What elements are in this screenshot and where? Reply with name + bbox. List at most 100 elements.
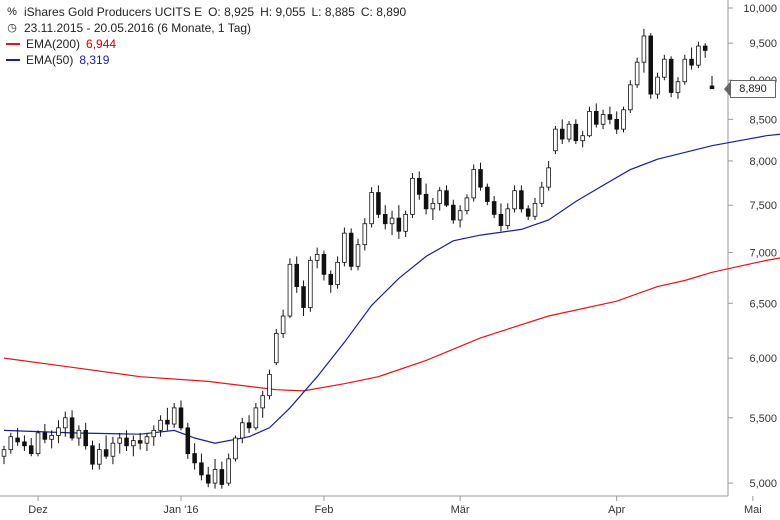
candle-body: [662, 58, 667, 78]
candle: [485, 183, 490, 206]
candle-body: [274, 333, 279, 364]
candle-body: [124, 437, 129, 447]
candle: [410, 173, 415, 219]
candle: [219, 461, 225, 489]
candle: [1, 445, 7, 465]
candle: [226, 453, 231, 486]
candle: [239, 417, 245, 444]
candle-body: [573, 123, 579, 142]
candle: [117, 432, 123, 454]
candle-body: [42, 432, 48, 440]
candle: [519, 185, 524, 213]
candle-body: [485, 186, 490, 202]
candle: [362, 218, 368, 251]
candle: [566, 121, 572, 143]
candle: [267, 369, 272, 400]
candle: [260, 390, 265, 418]
candle: [369, 187, 374, 228]
candle-body: [675, 81, 681, 93]
candle-body: [355, 244, 361, 267]
candle: [641, 28, 647, 73]
candle-body: [532, 202, 538, 217]
candle: [478, 162, 483, 191]
candle: [62, 411, 68, 437]
candle-body: [382, 213, 388, 225]
candle-body: [553, 128, 558, 152]
candle-body: [519, 190, 524, 210]
period-text: 23.11.2015 - 20.05.2016 (6 Monate, 1 Tag…: [24, 21, 252, 35]
legend-instrument-row: % iShares Gold Producers UCITS E O: 8,92…: [6, 4, 412, 20]
candle: [328, 270, 334, 293]
candle-body: [131, 440, 136, 447]
candle-body: [416, 177, 422, 195]
candle: [280, 309, 286, 338]
candle: [314, 247, 320, 269]
candle: [199, 453, 204, 481]
candle: [287, 258, 293, 319]
candle-body: [471, 169, 477, 199]
candle-body: [403, 213, 408, 232]
candle: [696, 41, 701, 69]
candle-body: [239, 422, 245, 439]
ema50-swatch: [6, 59, 20, 61]
x-tick-label: Mär: [451, 504, 470, 516]
candle: [587, 106, 592, 138]
candle-body: [117, 437, 123, 444]
candle: [607, 106, 613, 125]
candle: [668, 56, 674, 98]
candle: [178, 400, 184, 431]
candle-body: [260, 395, 265, 409]
candle-body: [389, 217, 395, 225]
candle: [430, 197, 436, 220]
y-tick-label: 6,500: [749, 298, 777, 310]
axes: [0, 0, 729, 497]
y-tick-label: 7,500: [749, 200, 777, 212]
candle: [471, 164, 477, 202]
y-tick-label: 5,000: [749, 478, 777, 490]
candle: [28, 438, 34, 457]
candle: [451, 199, 456, 224]
candle: [342, 227, 347, 267]
candlestick-series: [1, 28, 715, 489]
candle-body: [287, 263, 293, 317]
candle-body: [525, 208, 531, 217]
candle-body: [437, 190, 442, 204]
candle-body: [648, 35, 654, 95]
candle-body: [314, 254, 320, 261]
candle: [15, 427, 20, 446]
candle-body: [457, 210, 463, 221]
candle-body: [498, 213, 504, 226]
chart-legend: % iShares Gold Producers UCITS E O: 8,92…: [6, 4, 412, 68]
candle: [634, 57, 640, 88]
candle-body: [144, 436, 150, 444]
instrument-name: iShares Gold Producers UCITS E: [24, 5, 203, 19]
candle: [103, 435, 109, 459]
candle: [662, 54, 667, 81]
candle: [525, 205, 531, 220]
candle-body: [614, 118, 619, 130]
candle-body: [219, 469, 225, 485]
candle: [505, 203, 511, 230]
candle: [382, 205, 388, 230]
candle: [165, 407, 170, 431]
candle: [321, 250, 327, 281]
candle: [308, 256, 313, 312]
candle-body: [28, 445, 34, 454]
candle: [655, 72, 660, 99]
y-tick-label: 7,000: [749, 247, 777, 259]
candle: [559, 119, 565, 145]
candle: [205, 466, 211, 488]
ema200-value: 6,944: [86, 37, 117, 51]
x-tick-label: Apr: [608, 504, 625, 516]
candle-body: [600, 114, 606, 125]
candle: [416, 171, 422, 200]
candle-body: [280, 315, 286, 334]
candle-body: [192, 453, 197, 464]
x-tick-label: Dez: [28, 504, 48, 516]
candle: [158, 415, 163, 437]
candle: [593, 103, 599, 128]
candle: [151, 425, 157, 446]
candle-body: [22, 441, 27, 447]
legend-ema200-row: EMA(200) 6,944: [6, 36, 412, 52]
candle-body: [321, 254, 327, 275]
